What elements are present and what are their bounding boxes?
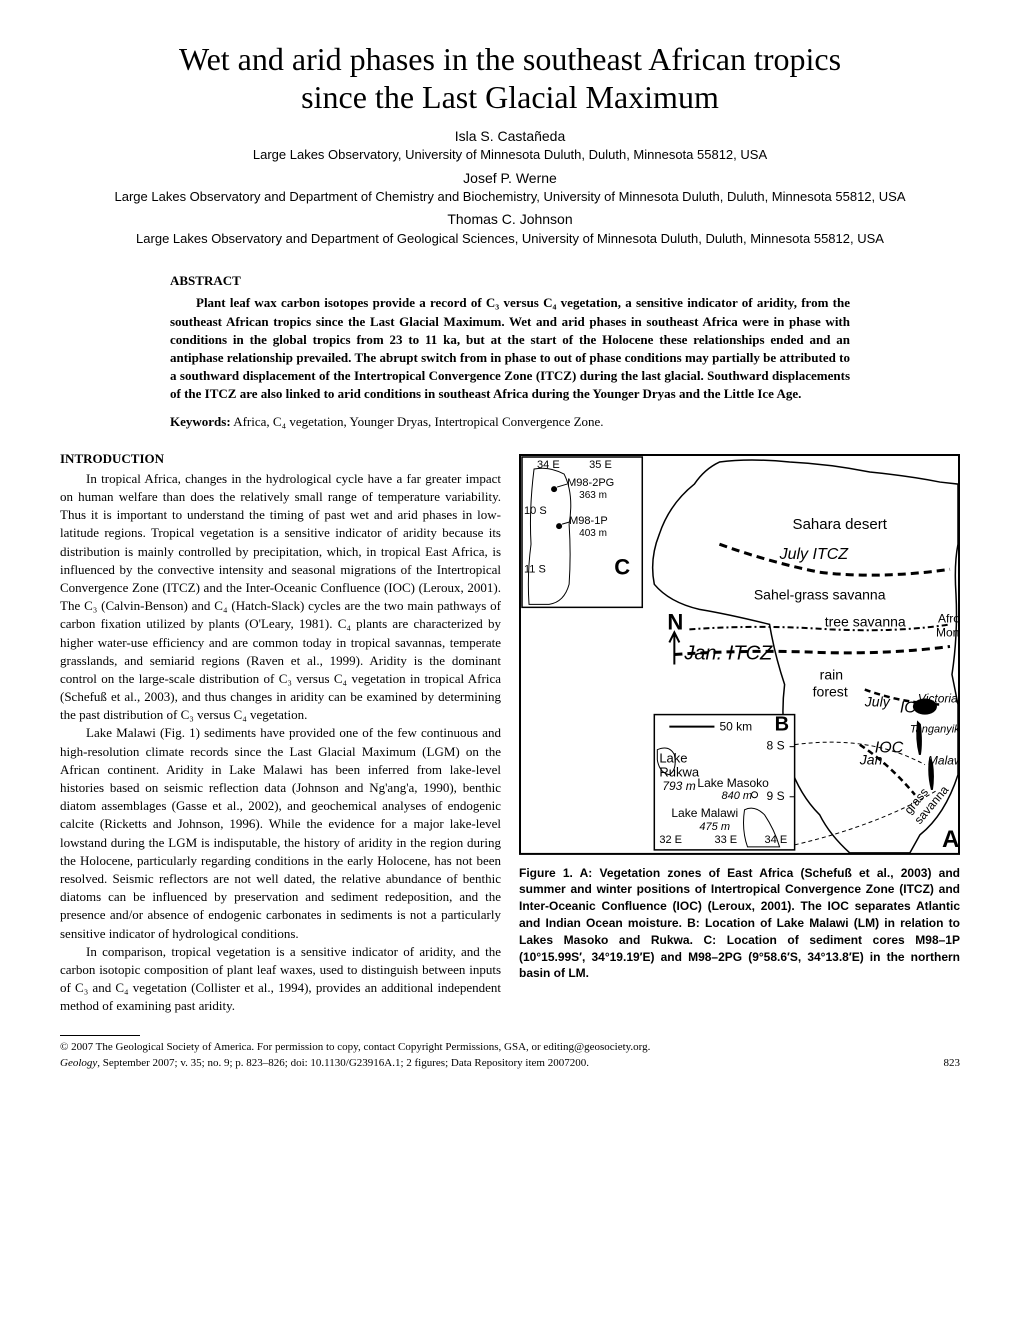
panel-c-label: C [614, 554, 630, 579]
sahel-label: Sahel-grass savanna [754, 586, 886, 602]
lon-35e-c: 35 E [589, 459, 612, 471]
author-name-3: Thomas C. Johnson [60, 210, 960, 230]
masoko-name: Lake Masoko [697, 775, 769, 789]
core-m98-1p-name: M98-1P [569, 515, 608, 527]
tree-savanna-label: tree savanna [825, 613, 906, 629]
title-line-1: Wet and arid phases in the southeast Afr… [179, 41, 841, 77]
figure-1-svg: Sahara desert July ITCZ Sahel-grass sava… [519, 454, 960, 855]
panel-a-label: A [942, 826, 959, 853]
masoko-depth: 840 m [721, 789, 752, 801]
author-name-2: Josef P. Werne [60, 169, 960, 189]
footer-citation-rest: , September 2007; v. 35; no. 9; p. 823–8… [97, 1057, 589, 1069]
author-name-1: Isla S. Castañeda [60, 127, 960, 147]
malawi-b-name: Lake Malawi [671, 805, 738, 819]
title-line-2: since the Last Glacial Maximum [301, 79, 719, 115]
scale-bar-label: 50 km [719, 719, 752, 733]
afro-label: Afro [938, 611, 960, 625]
lake-victoria-label: Victoria [918, 691, 958, 705]
body-columns: INTRODUCTION In tropical Africa, changes… [60, 450, 960, 1016]
rain-label: rain [820, 666, 843, 682]
intro-para-3: In comparison, tropical vegetation is a … [60, 943, 501, 1016]
core-m98-1p-depth: 403 m [579, 528, 607, 539]
lon-32e: 32 E [659, 834, 682, 846]
page-number: 823 [944, 1056, 961, 1071]
rukwa-name2: Rukwa [659, 764, 700, 779]
panel-c: 34 E 35 E 10 S 11 S M98-2PG 363 m M98-1P… [522, 457, 642, 607]
tree-savanna-line [689, 624, 950, 630]
keywords-text: Africa, C₄ vegetation, Younger Dryas, In… [231, 414, 604, 429]
lon-33e: 33 E [714, 834, 737, 846]
authors-block: Isla S. Castañeda Large Lakes Observator… [60, 127, 960, 248]
abstract-heading: ABSTRACT [170, 272, 850, 290]
author-affiliation-3: Large Lakes Observatory and Department o… [60, 230, 960, 248]
core-m98-2pg-depth: 363 m [579, 490, 607, 501]
footer-citation-line: Geology, September 2007; v. 35; no. 9; p… [60, 1056, 960, 1071]
author-affiliation-1: Large Lakes Observatory, University of M… [60, 146, 960, 164]
right-column: Sahara desert July ITCZ Sahel-grass sava… [519, 450, 960, 1016]
left-column: INTRODUCTION In tropical Africa, changes… [60, 450, 501, 1016]
article-title: Wet and arid phases in the southeast Afr… [60, 40, 960, 117]
intro-para-1: In tropical Africa, changes in the hydro… [60, 470, 501, 725]
rukwa-depth: 793 m [662, 778, 695, 792]
figure-1: Sahara desert July ITCZ Sahel-grass sava… [519, 454, 960, 982]
abstract-text: Plant leaf wax carbon isotopes provide a… [170, 294, 850, 403]
north-label: N [667, 609, 683, 634]
intro-heading: INTRODUCTION [60, 450, 501, 468]
footer-block: © 2007 The Geological Society of America… [60, 1040, 960, 1071]
lat-8s: 8 S [767, 738, 785, 752]
core-m98-1p-dot [556, 523, 562, 529]
july-itcz-label: July ITCZ [779, 545, 850, 563]
lake-malawi-label: Malawi [928, 753, 960, 767]
panel-b-label: B [775, 713, 789, 735]
footer-copyright: © 2007 The Geological Society of America… [60, 1040, 960, 1055]
north-arrow-icon [669, 632, 679, 664]
footer-citation: Geology, September 2007; v. 35; no. 9; p… [60, 1056, 589, 1071]
forest-label: forest [813, 683, 848, 699]
sahara-label: Sahara desert [793, 516, 888, 533]
author-affiliation-2: Large Lakes Observatory and Department o… [60, 188, 960, 206]
core-m98-2pg-dot [551, 486, 557, 492]
lat-11s-c: 11 S [524, 563, 546, 575]
jan-itcz-label: Jan. ITCZ [683, 642, 773, 664]
lat-9s: 9 S [767, 788, 785, 802]
july-ioc-label: July [864, 693, 891, 709]
keywords-block: Keywords: Africa, C₄ vegetation, Younger… [170, 413, 850, 431]
figure-1-caption: Figure 1. A: Vegetation zones of East Af… [519, 865, 960, 983]
intro-para-2: Lake Malawi (Fig. 1) sediments have prov… [60, 724, 501, 942]
keywords-label: Keywords: [170, 414, 231, 429]
lake-tanganyika-label: Tanganyika [910, 723, 960, 735]
footer-rule [60, 1035, 140, 1036]
panel-b: 50 km B 8 S 9 S 32 E 33 E 34 E Lake Rukw… [654, 713, 794, 849]
malawi-b-depth: 475 m [699, 820, 730, 832]
core-m98-2pg-name: M98-2PG [567, 477, 614, 489]
rukwa-name1: Lake [659, 750, 687, 765]
mont-label: Mont [936, 625, 960, 639]
abstract-block: ABSTRACT Plant leaf wax carbon isotopes … [170, 272, 850, 403]
lat-10s-c: 10 S [524, 505, 547, 517]
lon-34e-c: 34 E [537, 459, 560, 471]
